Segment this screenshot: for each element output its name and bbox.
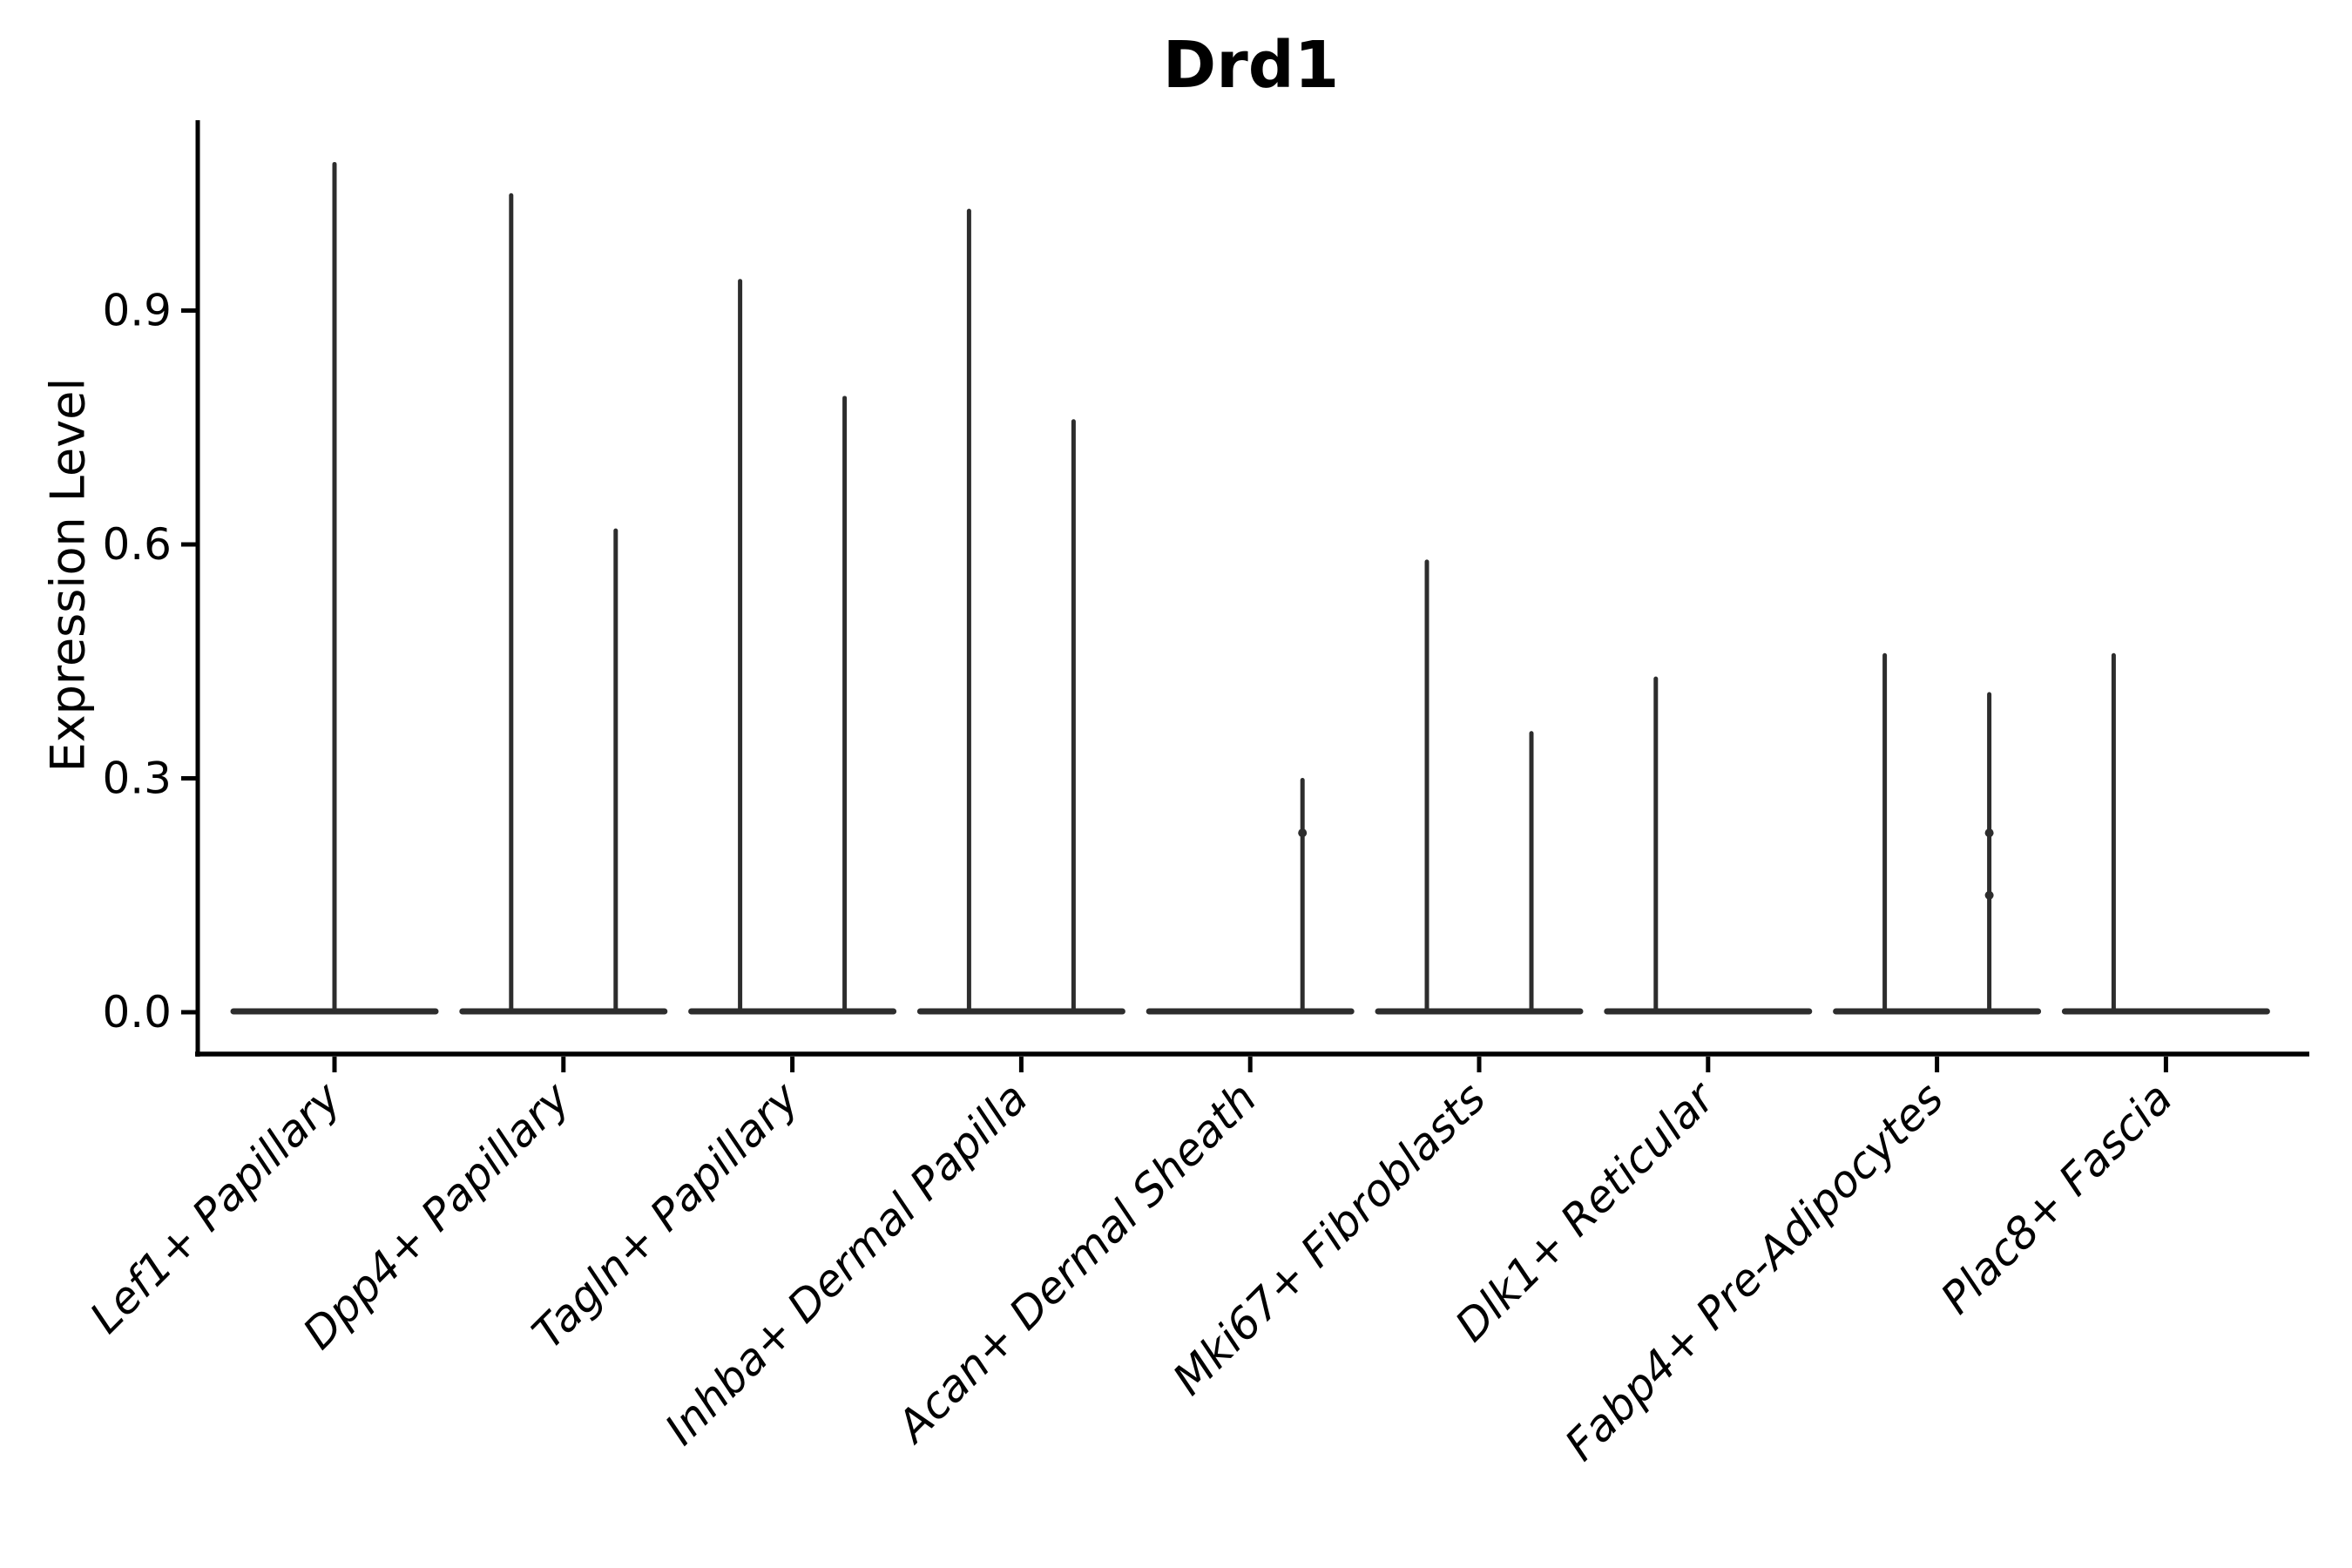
violin-point bbox=[1984, 890, 1994, 900]
violin-point bbox=[1984, 828, 1994, 838]
x-tick-label: Lef1+ Papillary bbox=[80, 1071, 351, 1342]
chart-title: Drd1 bbox=[1162, 28, 1340, 103]
x-tick-label: Fabp4+ Pre-Adipocytes bbox=[1556, 1072, 1954, 1470]
x-tick-label: Acan+ Dermal Sheath bbox=[886, 1072, 1267, 1453]
x-tick-label: Inhba+ Dermal Papilla bbox=[655, 1072, 1037, 1454]
y-tick-label: 0.3 bbox=[102, 754, 172, 804]
violin-point bbox=[1298, 828, 1308, 838]
y-tick-label: 0.6 bbox=[102, 519, 172, 570]
y-tick-label: 0.9 bbox=[102, 286, 172, 336]
x-tick-label: Plac8+ Fascia bbox=[1931, 1072, 2182, 1323]
y-tick-label: 0.0 bbox=[102, 987, 172, 1037]
